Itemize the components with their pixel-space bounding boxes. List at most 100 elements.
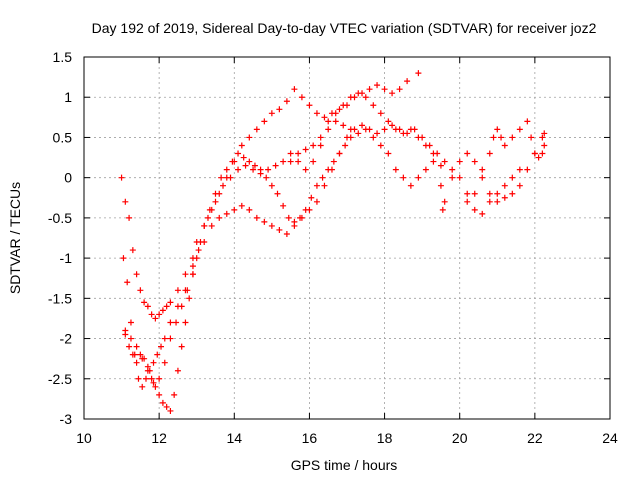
- data-point: [122, 198, 129, 205]
- data-point: [464, 190, 471, 197]
- data-point: [400, 130, 407, 137]
- data-point: [310, 158, 317, 165]
- data-point: [437, 162, 444, 169]
- data-point: [161, 335, 168, 342]
- data-point: [509, 190, 516, 197]
- data-point: [321, 182, 328, 189]
- data-point: [201, 222, 208, 229]
- data-point: [501, 182, 508, 189]
- data-point: [449, 174, 456, 181]
- data-point: [340, 122, 347, 129]
- data-point: [133, 343, 140, 350]
- data-point: [392, 166, 399, 173]
- data-point: [355, 90, 362, 97]
- data-point: [280, 158, 287, 165]
- y-tick-label: 0.5: [53, 129, 73, 145]
- data-point: [220, 182, 227, 189]
- data-point: [302, 206, 309, 213]
- data-point: [313, 110, 320, 117]
- y-tick-labels: -3 -2.5 -2 -1.5 -1 -0.5 0 0.5 1 1.5: [48, 49, 72, 427]
- data-point: [494, 190, 501, 197]
- data-point: [144, 303, 151, 310]
- data-point: [184, 287, 191, 294]
- data-point: [261, 218, 268, 225]
- data-point: [422, 142, 429, 149]
- data-point: [195, 247, 202, 254]
- data-point: [374, 82, 381, 89]
- data-point: [407, 126, 414, 133]
- data-point: [178, 303, 185, 310]
- data-point: [276, 226, 283, 233]
- data-point: [193, 255, 200, 262]
- data-point: [430, 150, 437, 157]
- data-point: [283, 98, 290, 105]
- data-point: [174, 287, 181, 294]
- data-point: [204, 214, 211, 221]
- x-tick-label: 22: [527, 430, 543, 446]
- data-point: [154, 351, 161, 358]
- data-point: [370, 102, 377, 109]
- data-point: [415, 70, 422, 77]
- data-point: [120, 255, 127, 262]
- data-point: [355, 130, 362, 137]
- chart-title: Day 192 of 2019, Sidereal Day-to-day VTE…: [92, 20, 597, 36]
- data-point: [150, 359, 157, 366]
- data-point: [135, 375, 142, 382]
- data-point: [272, 162, 279, 169]
- data-point: [392, 126, 399, 133]
- data-point: [238, 142, 245, 149]
- data-point: [325, 166, 332, 173]
- data-point: [163, 303, 170, 310]
- x-tick-label: 24: [602, 430, 618, 446]
- data-point: [490, 134, 497, 141]
- data-point: [295, 158, 302, 165]
- data-point: [347, 94, 354, 101]
- axis-ticks: [83, 56, 611, 420]
- y-tick-label: -2: [60, 331, 73, 347]
- data-point: [158, 343, 165, 350]
- y-tick-label: -0.5: [48, 210, 72, 226]
- data-point: [366, 86, 373, 93]
- data-point: [359, 122, 366, 129]
- data-point: [404, 78, 411, 85]
- data-point: [287, 150, 294, 157]
- data-point: [498, 134, 505, 141]
- data-point: [152, 383, 159, 390]
- data-point: [321, 114, 328, 121]
- data-point: [310, 142, 317, 149]
- data-point: [189, 263, 196, 270]
- data-point: [471, 206, 478, 213]
- data-point: [285, 214, 292, 221]
- data-point: [377, 142, 384, 149]
- data-point: [182, 319, 189, 326]
- data-point: [308, 194, 315, 201]
- x-tick-label: 10: [76, 430, 92, 446]
- x-tick-label: 18: [377, 430, 393, 446]
- data-point: [212, 198, 219, 205]
- data-point: [486, 190, 493, 197]
- data-point: [167, 319, 174, 326]
- data-point: [186, 295, 193, 302]
- data-point: [182, 271, 189, 278]
- data-point: [231, 206, 238, 213]
- data-point: [235, 166, 242, 173]
- data-point: [156, 375, 163, 382]
- data-point: [150, 379, 157, 386]
- data-point: [173, 319, 180, 326]
- data-point: [242, 162, 249, 169]
- data-point: [456, 174, 463, 181]
- data-point: [509, 134, 516, 141]
- data-point: [148, 311, 155, 318]
- data-point: [283, 230, 290, 237]
- data-point: [471, 158, 478, 165]
- data-point: [430, 158, 437, 165]
- data-point: [251, 162, 258, 169]
- series-sat-f: [464, 118, 548, 205]
- data-point: [313, 182, 320, 189]
- data-point: [295, 150, 302, 157]
- data-point: [501, 194, 508, 201]
- data-point: [235, 150, 242, 157]
- data-point: [265, 166, 272, 173]
- data-point: [400, 174, 407, 181]
- data-point: [456, 158, 463, 165]
